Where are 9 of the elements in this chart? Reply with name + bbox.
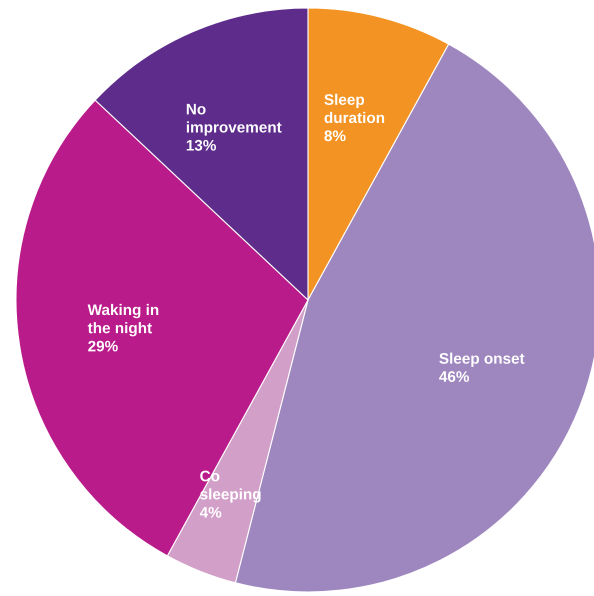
data-label: 8%	[324, 130, 346, 142]
data-label: 29%	[88, 340, 118, 352]
data-label: 13%	[186, 140, 216, 151]
slice-label: No improvement	[186, 104, 282, 136]
data-label: 4%	[200, 506, 222, 518]
slice-label: Sleep onset	[439, 352, 524, 367]
slice-label: Waking in the night	[88, 304, 158, 336]
data-label: 46%	[439, 371, 470, 382]
slice-label: Sleep duration	[324, 94, 384, 124]
